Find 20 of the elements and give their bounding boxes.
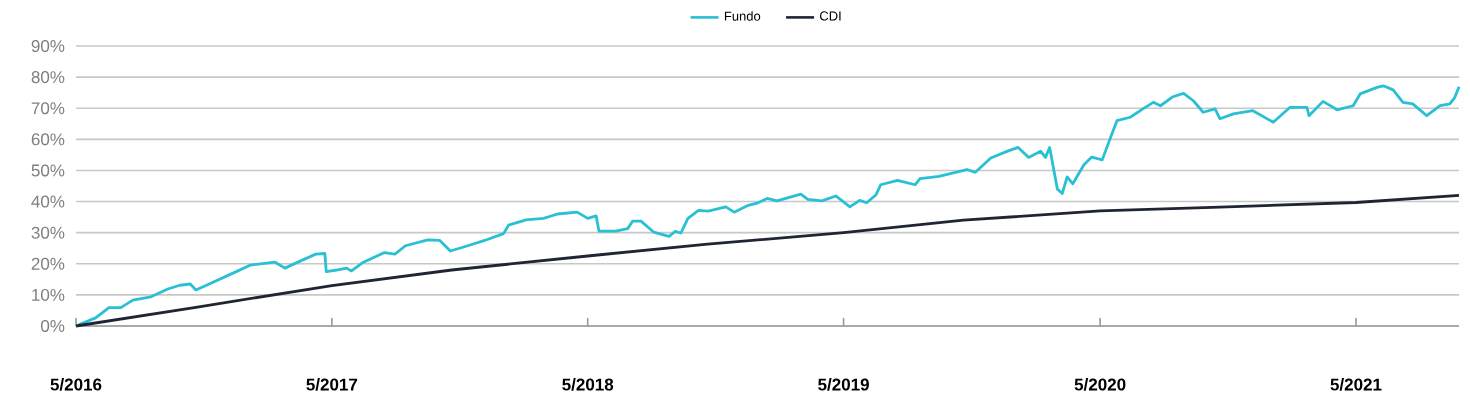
y-tick-label: 70% — [31, 102, 65, 115]
legend-label: Fundo — [724, 11, 761, 21]
legend-label: CDI — [820, 11, 841, 21]
y-tick-label: 0% — [41, 319, 65, 333]
line-series — [76, 84, 1461, 327]
y-tick-label: 40% — [31, 195, 65, 208]
x-tick-label: 5/2019 — [818, 378, 869, 391]
x-tick-label: 5/2020 — [1074, 378, 1126, 391]
x-tick-label: 5/2021 — [1330, 378, 1382, 391]
y-tick-label: 10% — [32, 288, 65, 301]
x-tick-label: 5/2017 — [306, 378, 358, 391]
y-tick-label: 80% — [31, 71, 65, 84]
line-series — [74, 193, 1461, 328]
x-tick-label: 5/2018 — [562, 378, 614, 391]
y-tick-label: 50% — [31, 164, 65, 177]
y-tick-label: 60% — [31, 133, 65, 146]
y-tick-label: 30% — [31, 226, 65, 239]
x-tick-label: 5/2016 — [50, 378, 102, 391]
y-tick-label: 90% — [31, 40, 65, 53]
y-tick-label: 20% — [31, 257, 65, 270]
